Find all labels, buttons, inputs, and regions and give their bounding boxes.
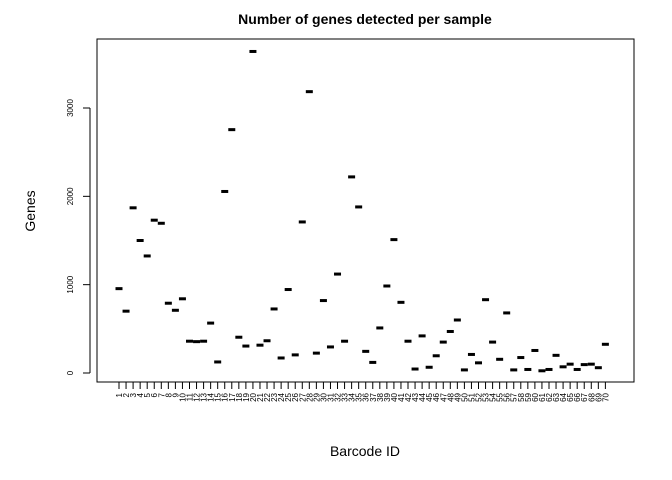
y-axis-label: Genes	[22, 190, 38, 231]
chart-title: Number of genes detected per sample	[238, 11, 492, 27]
x-tick-label: 9	[171, 392, 180, 397]
x-tick-label: 16	[221, 392, 230, 401]
x-tick-label: 63	[552, 392, 561, 401]
y-tick-label: 1000	[66, 275, 75, 293]
x-tick-label: 30	[319, 392, 328, 401]
x-tick-label: 45	[425, 392, 434, 401]
x-tick-label: 38	[376, 392, 385, 401]
x-tick-label: 49	[453, 392, 462, 401]
x-tick-label: 52	[474, 392, 483, 401]
x-tick-label: 60	[531, 392, 540, 401]
x-tick-label: 39	[383, 392, 392, 401]
y-tick-label: 3000	[66, 99, 75, 117]
x-tick-label: 12	[193, 392, 202, 401]
x-tick-label: 34	[348, 392, 357, 401]
x-tick-label: 33	[341, 392, 350, 401]
x-tick-label: 51	[467, 392, 476, 401]
x-tick-label: 70	[601, 392, 610, 401]
x-tick-label: 6	[150, 392, 159, 397]
x-tick-label: 37	[369, 392, 378, 401]
y-tick-label: 2000	[66, 187, 75, 205]
x-tick-label: 23	[270, 392, 279, 401]
x-tick-label: 26	[291, 392, 300, 401]
x-tick-label: 67	[580, 392, 589, 401]
x-tick-label: 19	[242, 392, 251, 401]
x-tick-label: 47	[439, 392, 448, 401]
x-tick-label: 10	[178, 392, 187, 401]
x-tick-label: 50	[460, 392, 469, 401]
x-tick-label: 41	[397, 392, 406, 401]
x-tick-label: 43	[411, 392, 420, 401]
plot-frame	[96, 38, 635, 383]
x-tick-label: 57	[510, 392, 519, 401]
x-tick-label: 13	[200, 392, 209, 401]
x-axis: 1234567891011121314151617181920212223242…	[115, 381, 610, 402]
x-tick-label: 14	[207, 392, 216, 401]
x-tick-label: 62	[545, 392, 554, 401]
x-tick-label: 59	[524, 392, 533, 401]
x-tick-label: 15	[214, 392, 223, 401]
x-tick-label: 68	[587, 392, 596, 401]
x-tick-label: 48	[446, 392, 455, 401]
x-tick-label: 17	[228, 392, 237, 401]
x-tick-label: 31	[326, 392, 335, 401]
x-tick-label: 64	[559, 392, 568, 401]
y-tick-label: 0	[66, 370, 75, 375]
x-tick-label: 42	[404, 392, 413, 401]
x-tick-label: 66	[573, 392, 582, 401]
x-tick-label: 5	[143, 392, 152, 397]
x-tick-label: 8	[164, 392, 173, 397]
x-axis-label: Barcode ID	[330, 443, 400, 459]
x-tick-label: 1	[115, 392, 124, 397]
x-tick-label: 20	[249, 392, 258, 401]
x-tick-label: 61	[538, 392, 547, 401]
x-tick-label: 28	[305, 392, 314, 401]
x-tick-label: 29	[312, 392, 321, 401]
x-tick-label: 4	[136, 392, 145, 397]
x-tick-label: 46	[432, 392, 441, 401]
x-tick-label: 32	[334, 392, 343, 401]
x-tick-label: 53	[482, 392, 491, 401]
data-marks	[115, 49, 609, 373]
x-tick-label: 65	[566, 392, 575, 401]
x-tick-label: 54	[489, 392, 498, 401]
x-tick-label: 35	[355, 392, 364, 401]
x-tick-label: 27	[298, 392, 307, 401]
x-tick-label: 25	[284, 392, 293, 401]
x-tick-label: 18	[235, 392, 244, 401]
x-tick-label: 40	[390, 392, 399, 401]
x-tick-label: 69	[594, 392, 603, 401]
x-tick-label: 22	[263, 392, 272, 401]
x-tick-label: 24	[277, 392, 286, 401]
x-tick-label: 3	[129, 392, 138, 397]
x-tick-label: 44	[418, 392, 427, 401]
x-tick-label: 11	[185, 392, 194, 401]
y-axis: 0 1000 2000 3000	[66, 99, 91, 375]
x-tick-label: 58	[517, 392, 526, 401]
x-tick-label: 21	[256, 392, 265, 401]
x-tick-label: 36	[362, 392, 371, 401]
x-tick-label: 55	[496, 392, 505, 401]
x-tick-label: 2	[122, 392, 131, 397]
x-tick-label: 56	[503, 392, 512, 401]
x-tick-label: 7	[157, 392, 166, 397]
